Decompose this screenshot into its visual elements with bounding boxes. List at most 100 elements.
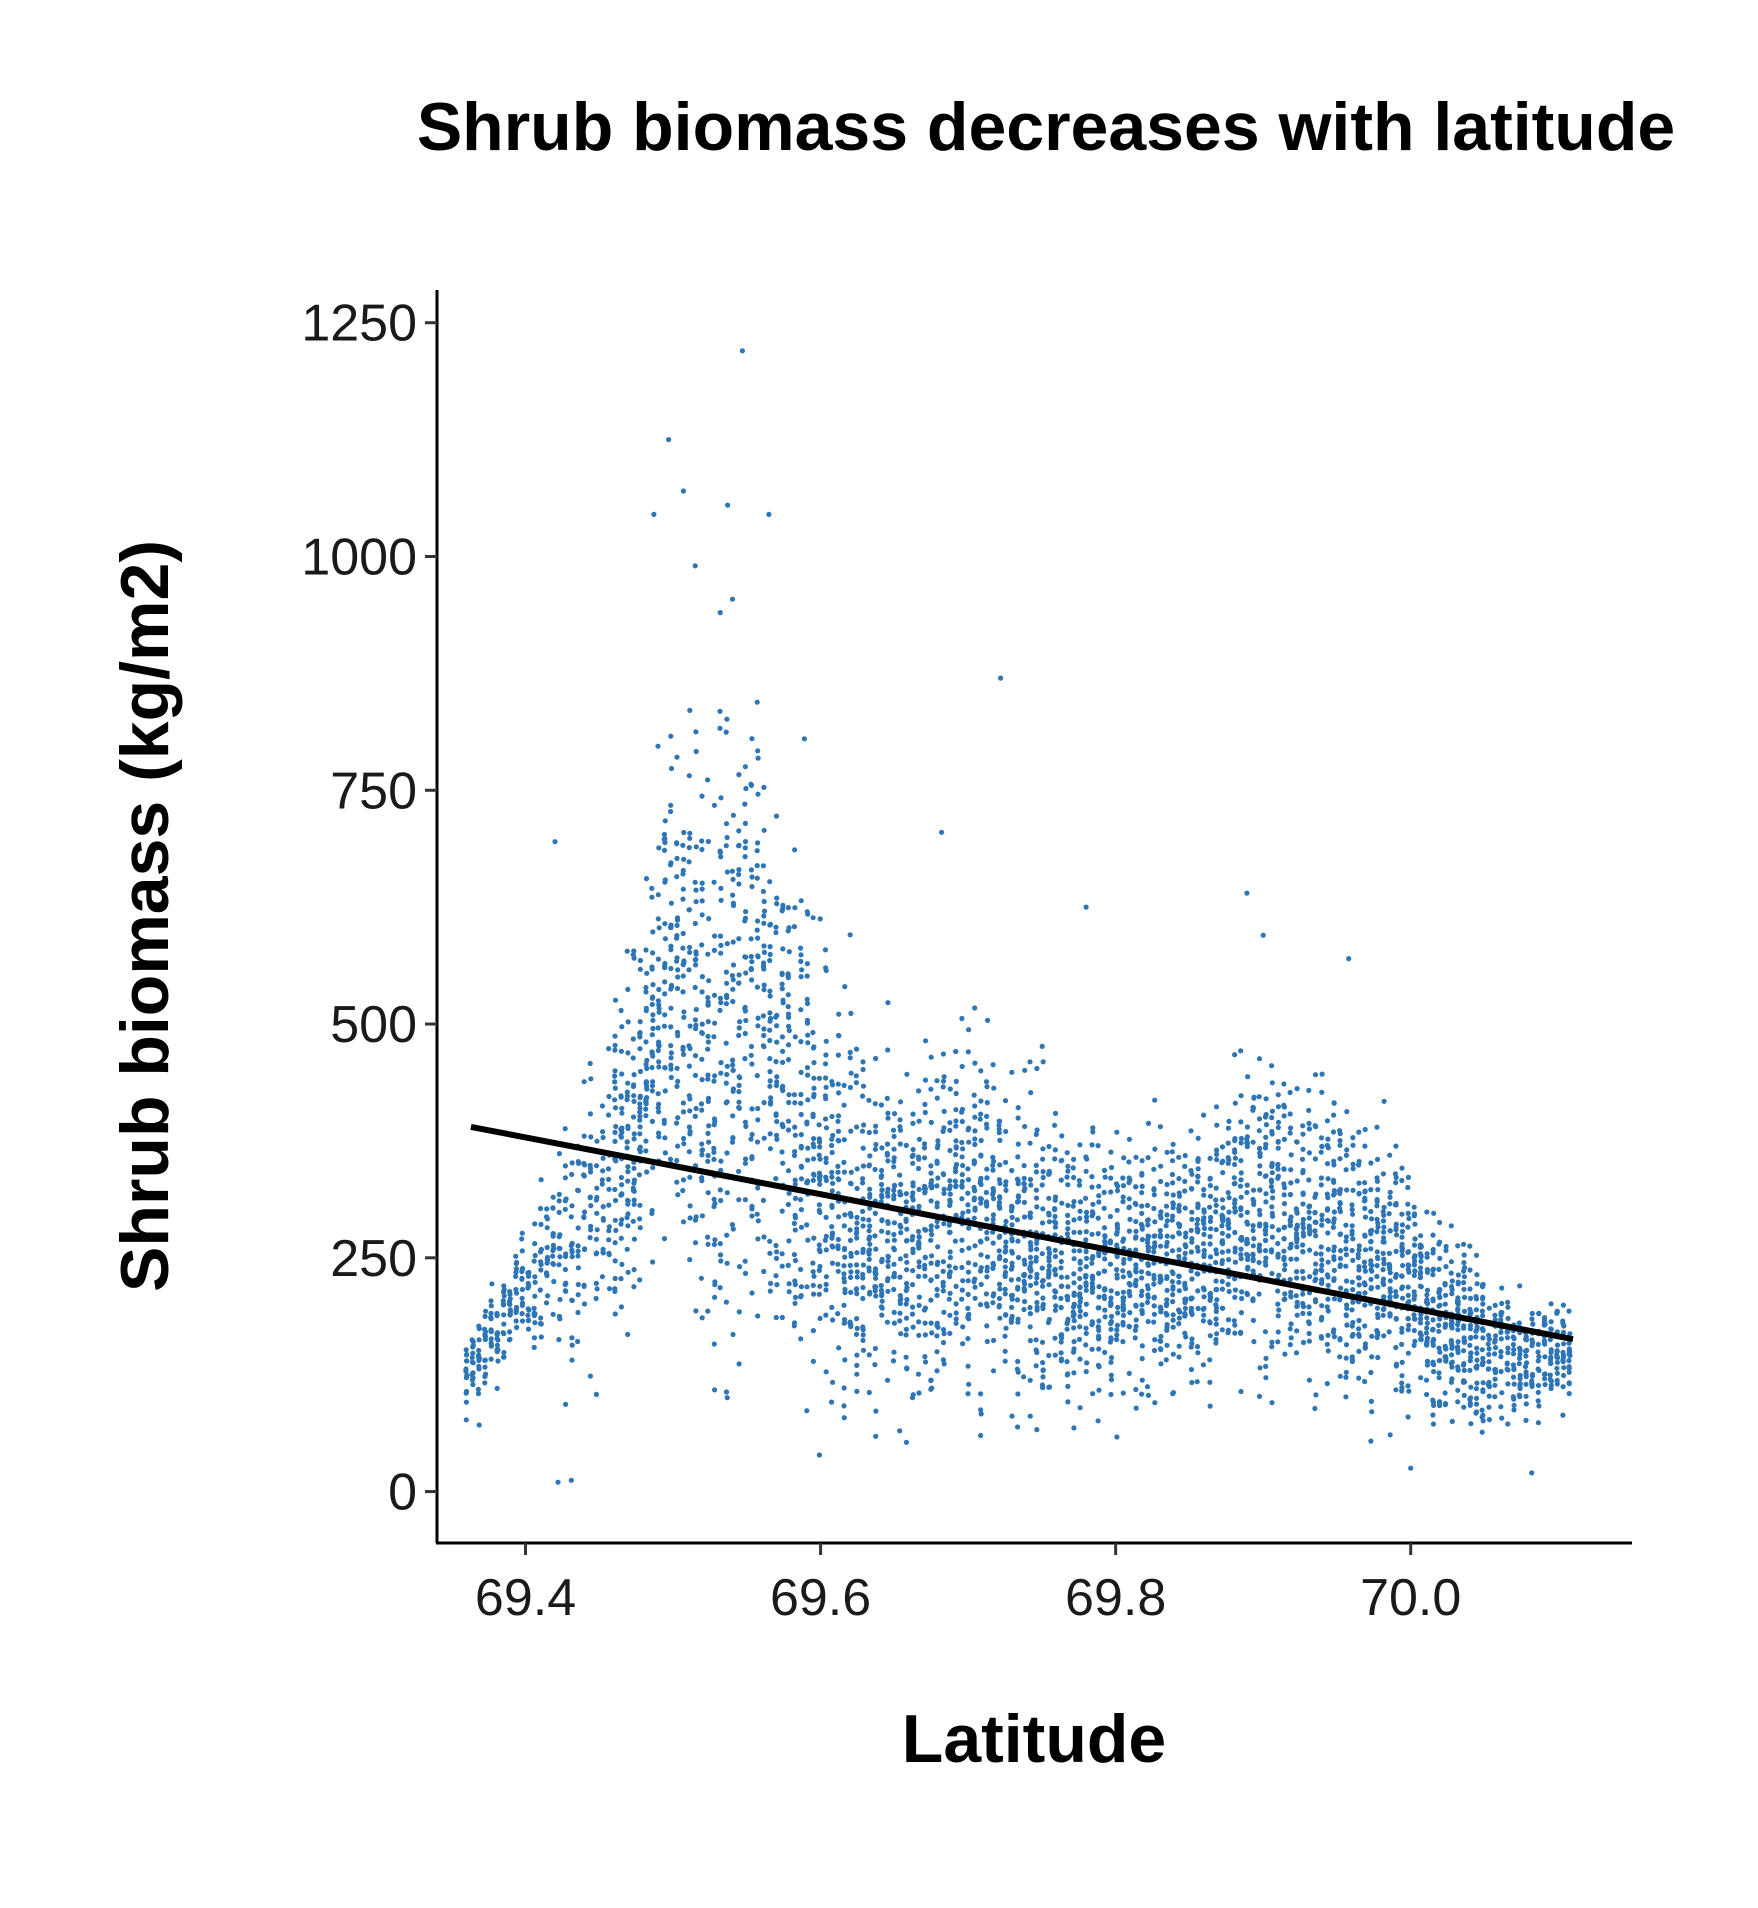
scatter-point — [885, 1186, 891, 1192]
scatter-point — [619, 1261, 625, 1267]
scatter-point — [755, 840, 761, 846]
scatter-point — [1281, 1211, 1287, 1217]
scatter-point — [1517, 1385, 1523, 1392]
scatter-point — [1380, 1267, 1386, 1273]
scatter-point — [712, 1073, 718, 1079]
scatter-point — [891, 1231, 897, 1238]
scatter-point — [915, 1228, 922, 1235]
scatter-point — [668, 943, 674, 949]
scatter-point — [1299, 1268, 1306, 1275]
scatter-point — [816, 1242, 822, 1248]
scatter-point — [1077, 1248, 1083, 1254]
scatter-point — [1362, 1126, 1368, 1133]
scatter-point — [804, 1408, 810, 1414]
scatter-point — [1276, 1272, 1282, 1278]
scatter-point — [1250, 1296, 1256, 1302]
scatter-point — [934, 1368, 940, 1374]
scatter-point — [1324, 1381, 1330, 1387]
scatter-point — [724, 1063, 730, 1069]
scatter-point — [1027, 1059, 1033, 1065]
scatter-point — [1139, 1237, 1145, 1243]
scatter-point — [1399, 1285, 1405, 1292]
scatter-point — [841, 1082, 847, 1088]
scatter-point — [470, 1381, 476, 1388]
scatter-point — [705, 1046, 711, 1052]
scatter-point — [495, 1337, 501, 1343]
scatter-point — [1405, 1327, 1411, 1333]
scatter-point — [1436, 1375, 1442, 1381]
scatter-point — [718, 1197, 724, 1204]
scatter-point — [494, 1385, 500, 1391]
scatter-point — [830, 1317, 836, 1323]
scatter-point — [1108, 1295, 1114, 1301]
scatter-point — [1207, 1291, 1213, 1297]
scatter-point — [649, 1001, 655, 1008]
scatter-point — [718, 854, 724, 860]
scatter-point — [532, 1252, 538, 1259]
scatter-point — [569, 1203, 575, 1209]
scatter-point — [637, 1019, 643, 1025]
scatter-point — [1368, 1216, 1375, 1222]
scatter-point — [1052, 1194, 1059, 1200]
scatter-point — [600, 1168, 606, 1174]
scatter-point — [1499, 1390, 1505, 1396]
scatter-point — [1102, 1314, 1108, 1320]
scatter-point — [1039, 1339, 1046, 1345]
scatter-point — [1200, 1318, 1206, 1324]
scatter-point — [1349, 1206, 1355, 1213]
scatter-point — [501, 1283, 507, 1289]
scatter-point — [1003, 1128, 1009, 1135]
scatter-point — [1225, 1330, 1231, 1336]
scatter-point — [705, 1033, 711, 1039]
scatter-point — [619, 1182, 625, 1188]
scatter-point — [1027, 1264, 1033, 1270]
scatter-point — [1368, 1187, 1374, 1193]
scatter-point — [848, 1274, 854, 1280]
scatter-point — [767, 1069, 773, 1075]
scatter-point — [1411, 1242, 1418, 1248]
scatter-point — [916, 1294, 923, 1300]
scatter-point — [1213, 1197, 1219, 1203]
scatter-point — [513, 1286, 519, 1293]
scatter-point — [1381, 1333, 1387, 1339]
scatter-point — [730, 1062, 736, 1068]
scatter-point — [1176, 1273, 1182, 1279]
scatter-point — [1547, 1376, 1553, 1382]
scatter-point — [978, 1411, 984, 1417]
scatter-point — [1288, 1152, 1294, 1158]
scatter-point — [810, 1029, 816, 1036]
scatter-point — [998, 675, 1004, 681]
scatter-point — [1170, 1317, 1176, 1323]
scatter-point — [910, 1249, 916, 1256]
scatter-point — [1151, 1192, 1157, 1198]
scatter-point — [898, 1331, 904, 1337]
scatter-point — [1381, 1224, 1387, 1230]
scatter-point — [1375, 1311, 1381, 1317]
scatter-point — [959, 1172, 965, 1178]
scatter-point — [1065, 1212, 1071, 1218]
scatter-point — [705, 838, 712, 845]
scatter-point — [730, 977, 736, 983]
scatter-point — [848, 1010, 854, 1017]
scatter-point — [692, 920, 698, 927]
scatter-point — [1294, 1269, 1300, 1275]
scatter-point — [1343, 1167, 1349, 1173]
scatter-point — [562, 1266, 569, 1273]
scatter-point — [1281, 1248, 1287, 1254]
scatter-point — [581, 1079, 587, 1085]
scatter-point — [785, 1127, 792, 1133]
scatter-point — [612, 1311, 618, 1317]
scatter-point — [774, 1118, 780, 1125]
scatter-point — [562, 1175, 569, 1181]
scatter-point — [878, 1283, 884, 1289]
scatter-point — [743, 1123, 749, 1129]
scatter-point — [941, 1331, 947, 1337]
scatter-point — [686, 845, 692, 851]
scatter-point — [1486, 1417, 1492, 1423]
scatter-point — [866, 1256, 872, 1262]
scatter-point — [959, 1106, 966, 1112]
scatter-point — [867, 1241, 873, 1247]
scatter-point — [1250, 1256, 1256, 1262]
scatter-point — [1115, 1310, 1121, 1316]
